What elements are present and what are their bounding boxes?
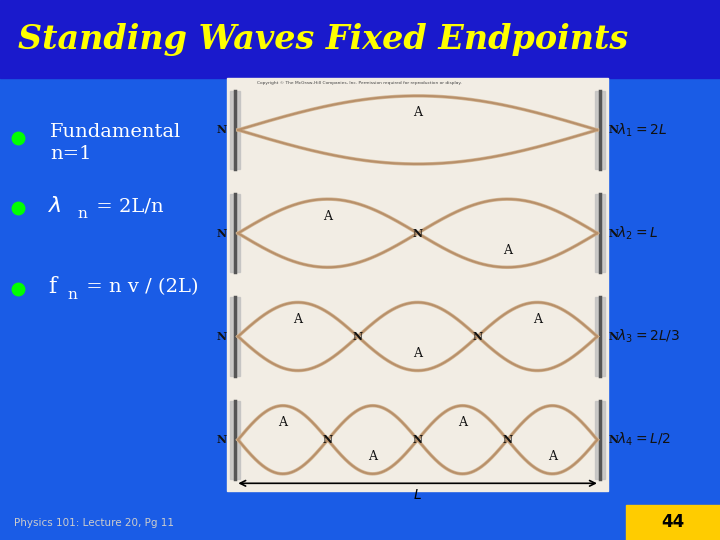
Bar: [227, 78, 608, 491]
Text: N: N: [413, 228, 423, 239]
Text: $\lambda_2 = L$: $\lambda_2 = L$: [617, 225, 658, 242]
Text: N: N: [353, 331, 363, 342]
Text: N: N: [472, 331, 482, 342]
Bar: [230, 401, 240, 479]
Bar: [595, 91, 605, 169]
Bar: [595, 194, 605, 272]
Text: N: N: [608, 124, 618, 136]
Text: N: N: [217, 434, 227, 446]
Text: $\lambda_3 = 2L/3$: $\lambda_3 = 2L/3$: [617, 328, 680, 345]
Bar: [230, 91, 240, 169]
Text: n=1: n=1: [50, 145, 92, 163]
Text: 44: 44: [662, 513, 685, 531]
Text: A: A: [323, 210, 333, 222]
Text: f: f: [48, 276, 56, 298]
Text: N: N: [323, 434, 333, 446]
Text: n: n: [67, 288, 77, 302]
Text: $\lambda_1 = 2L$: $\lambda_1 = 2L$: [617, 122, 667, 139]
Text: Fundamental: Fundamental: [50, 123, 181, 141]
Text: N: N: [217, 124, 227, 136]
Text: = n v / (2L): = n v / (2L): [80, 278, 199, 296]
Text: N: N: [413, 434, 423, 446]
Text: N: N: [217, 331, 227, 342]
Text: Standing Waves Fixed Endpoints: Standing Waves Fixed Endpoints: [18, 23, 628, 56]
Text: A: A: [368, 450, 377, 463]
Text: N: N: [217, 228, 227, 239]
Text: A: A: [293, 313, 302, 326]
Text: Copyright © The McGraw-Hill Companies, Inc. Permission required for reproduction: Copyright © The McGraw-Hill Companies, I…: [257, 81, 462, 85]
Text: n: n: [77, 207, 87, 221]
Bar: [626, 505, 720, 540]
Text: A: A: [458, 416, 467, 429]
Text: N: N: [608, 434, 618, 446]
Text: A: A: [548, 450, 557, 463]
Bar: [230, 194, 240, 272]
Text: $L$: $L$: [413, 488, 422, 502]
Bar: [595, 298, 605, 376]
Text: A: A: [503, 244, 512, 256]
Bar: [595, 401, 605, 479]
Text: A: A: [533, 313, 542, 326]
Text: A: A: [279, 416, 287, 429]
Text: N: N: [503, 434, 513, 446]
Bar: [0, 0, 720, 78]
Bar: [230, 298, 240, 376]
Text: = 2L/n: = 2L/n: [90, 197, 163, 215]
Text: $\lambda_4 = L/2$: $\lambda_4 = L/2$: [617, 431, 671, 448]
Text: A: A: [413, 347, 422, 360]
Text: A: A: [413, 106, 422, 119]
Text: N: N: [608, 331, 618, 342]
Text: Physics 101: Lecture 20, Pg 11: Physics 101: Lecture 20, Pg 11: [14, 518, 174, 528]
Text: $\lambda$: $\lambda$: [48, 195, 62, 217]
Text: N: N: [608, 228, 618, 239]
